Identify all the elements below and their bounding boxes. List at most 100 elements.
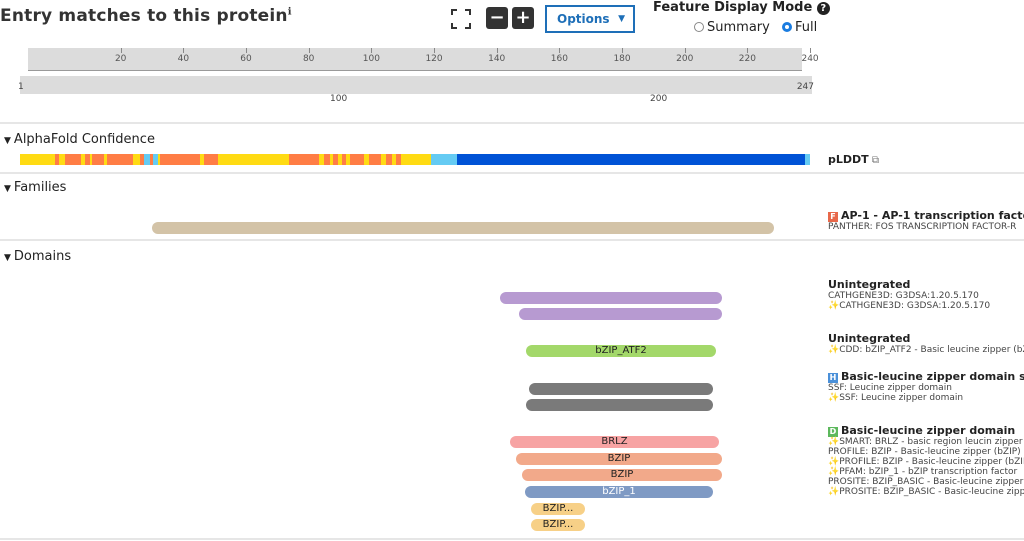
ruler-tick xyxy=(559,48,561,53)
ruler-tick-label: 80 xyxy=(302,54,315,64)
ruler-tick xyxy=(810,48,812,53)
ruler-tick xyxy=(684,48,686,53)
families-track-title[interactable]: ▼ Families xyxy=(4,180,67,195)
domain-bar-bzip-1[interactable]: bZIP_1 xyxy=(525,486,713,498)
domain-bar-bzip-basic[interactable]: BZIP... xyxy=(531,503,585,515)
domain-bar-cathgene3d-2[interactable] xyxy=(519,308,722,320)
zoom-ruler[interactable]: 20 40 60 80 100 120 140 160 180 200 220 240 xyxy=(28,48,819,71)
confidence-segment xyxy=(133,154,141,165)
unintegrated-label-1[interactable]: Unintegrated CATHGENE3D: G3DSA:1.20.5.17… xyxy=(828,278,991,311)
ruler-tick-label: 40 xyxy=(177,54,190,64)
divider xyxy=(0,172,1024,174)
confidence-segment xyxy=(380,154,387,165)
ruler-tick xyxy=(308,48,310,53)
confidence-segment xyxy=(329,154,334,165)
ruler-tick-label: 240 xyxy=(801,54,819,64)
ruler-tick-label: 100 xyxy=(362,54,380,64)
confidence-segment xyxy=(89,154,92,165)
domain-bar-bzip-basic-2[interactable]: BZIP... xyxy=(531,519,585,531)
ruler-tick xyxy=(246,48,248,53)
ruler-mid-200: 200 xyxy=(650,94,668,104)
confidence-segment xyxy=(203,154,218,165)
ruler-tick xyxy=(434,48,436,53)
domain-bar-ssf[interactable] xyxy=(529,383,713,395)
confidence-segment xyxy=(400,154,432,165)
confidence-segment xyxy=(341,154,347,165)
ruler-tick-label: 140 xyxy=(488,54,506,64)
ruler-tick-label: 120 xyxy=(425,54,443,64)
confidence-segment xyxy=(333,154,339,165)
confidence-segment xyxy=(84,154,90,165)
ruler-start: 1 xyxy=(18,82,24,92)
confidence-segment xyxy=(346,154,350,165)
confidence-segment xyxy=(319,154,325,165)
confidence-segment xyxy=(288,154,320,165)
family-bar-ap1[interactable] xyxy=(152,222,774,234)
ruler-end: 247 xyxy=(796,82,814,92)
alphafold-track-title[interactable]: ▼ AlphaFold Confidence xyxy=(4,132,155,147)
domain-bar-ssf-2[interactable] xyxy=(526,399,713,411)
divider xyxy=(0,122,1024,124)
collapse-triangle-icon: ▼ xyxy=(4,253,11,263)
domains-track-title[interactable]: ▼ Domains xyxy=(4,249,72,264)
confidence-segment xyxy=(217,154,289,165)
confidence-segment xyxy=(804,154,810,165)
superfamily-badge-icon: H xyxy=(828,373,838,383)
confidence-segment xyxy=(395,154,401,165)
confidence-segment xyxy=(368,154,381,165)
confidence-segment xyxy=(20,154,56,165)
confidence-segment xyxy=(55,154,59,165)
family-badge-icon: F xyxy=(828,212,838,222)
domain-bar-bzip-atf2[interactable]: bZIP_ATF2 xyxy=(526,345,716,357)
unintegrated-label-2[interactable]: Unintegrated ✨CDD: bZIP_ATF2 - Basic leu… xyxy=(828,332,1024,355)
sequence-ruler: 1 247 100 200 xyxy=(18,76,814,104)
help-icon[interactable]: ? xyxy=(816,2,830,15)
ruler-tick-label: 20 xyxy=(114,54,127,64)
plddt-link[interactable]: pLDDT ⧉ xyxy=(828,153,879,166)
zoom-in-button[interactable]: + xyxy=(512,7,534,29)
radio-full[interactable]: Full xyxy=(781,20,817,35)
collapse-triangle-icon: ▼ xyxy=(4,184,11,194)
zoom-out-button[interactable]: − xyxy=(486,7,508,29)
ruler-mid-100: 100 xyxy=(330,94,348,104)
ruler-tick-label: 60 xyxy=(240,54,252,64)
confidence-segment xyxy=(338,154,342,165)
domain-bar-bzip-profile[interactable]: BZIP xyxy=(516,453,722,465)
ruler-tick xyxy=(622,48,624,53)
fullscreen-icon[interactable] xyxy=(450,8,472,30)
ruler-tick xyxy=(371,48,373,53)
ruler-tick-label: 160 xyxy=(550,54,568,64)
domain-bar-brlz[interactable]: BRLZ xyxy=(510,436,719,448)
confidence-segment xyxy=(349,154,365,165)
radio-summary-circle[interactable] xyxy=(694,22,704,32)
family-label[interactable]: F AP-1 - AP-1 transcription factor PANTHE… xyxy=(828,209,1024,232)
info-icon[interactable]: ℹ xyxy=(287,6,292,18)
confidence-segment xyxy=(431,154,458,165)
external-link-icon: ⧉ xyxy=(871,155,879,166)
confidence-segment xyxy=(200,154,204,165)
confidence-segment xyxy=(457,154,805,165)
alphafold-confidence-bar[interactable] xyxy=(20,154,810,165)
ruler-tick-label: 180 xyxy=(613,54,631,64)
options-dropdown[interactable]: Options ▼ xyxy=(545,5,635,33)
confidence-segment xyxy=(153,154,158,165)
collapse-triangle-icon: ▼ xyxy=(4,136,11,146)
domain-bar-bzip-profile-2[interactable]: BZIP xyxy=(522,469,722,481)
divider xyxy=(0,239,1024,241)
radio-full-circle[interactable] xyxy=(781,22,792,32)
confidence-segment xyxy=(81,154,85,165)
domain-bar-cathgene3d[interactable] xyxy=(500,292,722,304)
domain-label[interactable]: D Basic-leucine zipper domain ✨SMART: BRL… xyxy=(828,424,1024,497)
confidence-segment xyxy=(392,154,396,165)
confidence-segment xyxy=(107,154,134,165)
domain-badge-icon: D xyxy=(828,427,838,437)
confidence-segment xyxy=(64,154,82,165)
radio-summary[interactable]: Summary xyxy=(694,20,770,35)
confidence-segment xyxy=(157,154,161,165)
ruler-tick-label: 200 xyxy=(676,54,694,64)
confidence-segment xyxy=(364,154,369,165)
confidence-segment xyxy=(160,154,201,165)
confidence-segment xyxy=(58,154,65,165)
ruler-tick xyxy=(183,48,185,53)
